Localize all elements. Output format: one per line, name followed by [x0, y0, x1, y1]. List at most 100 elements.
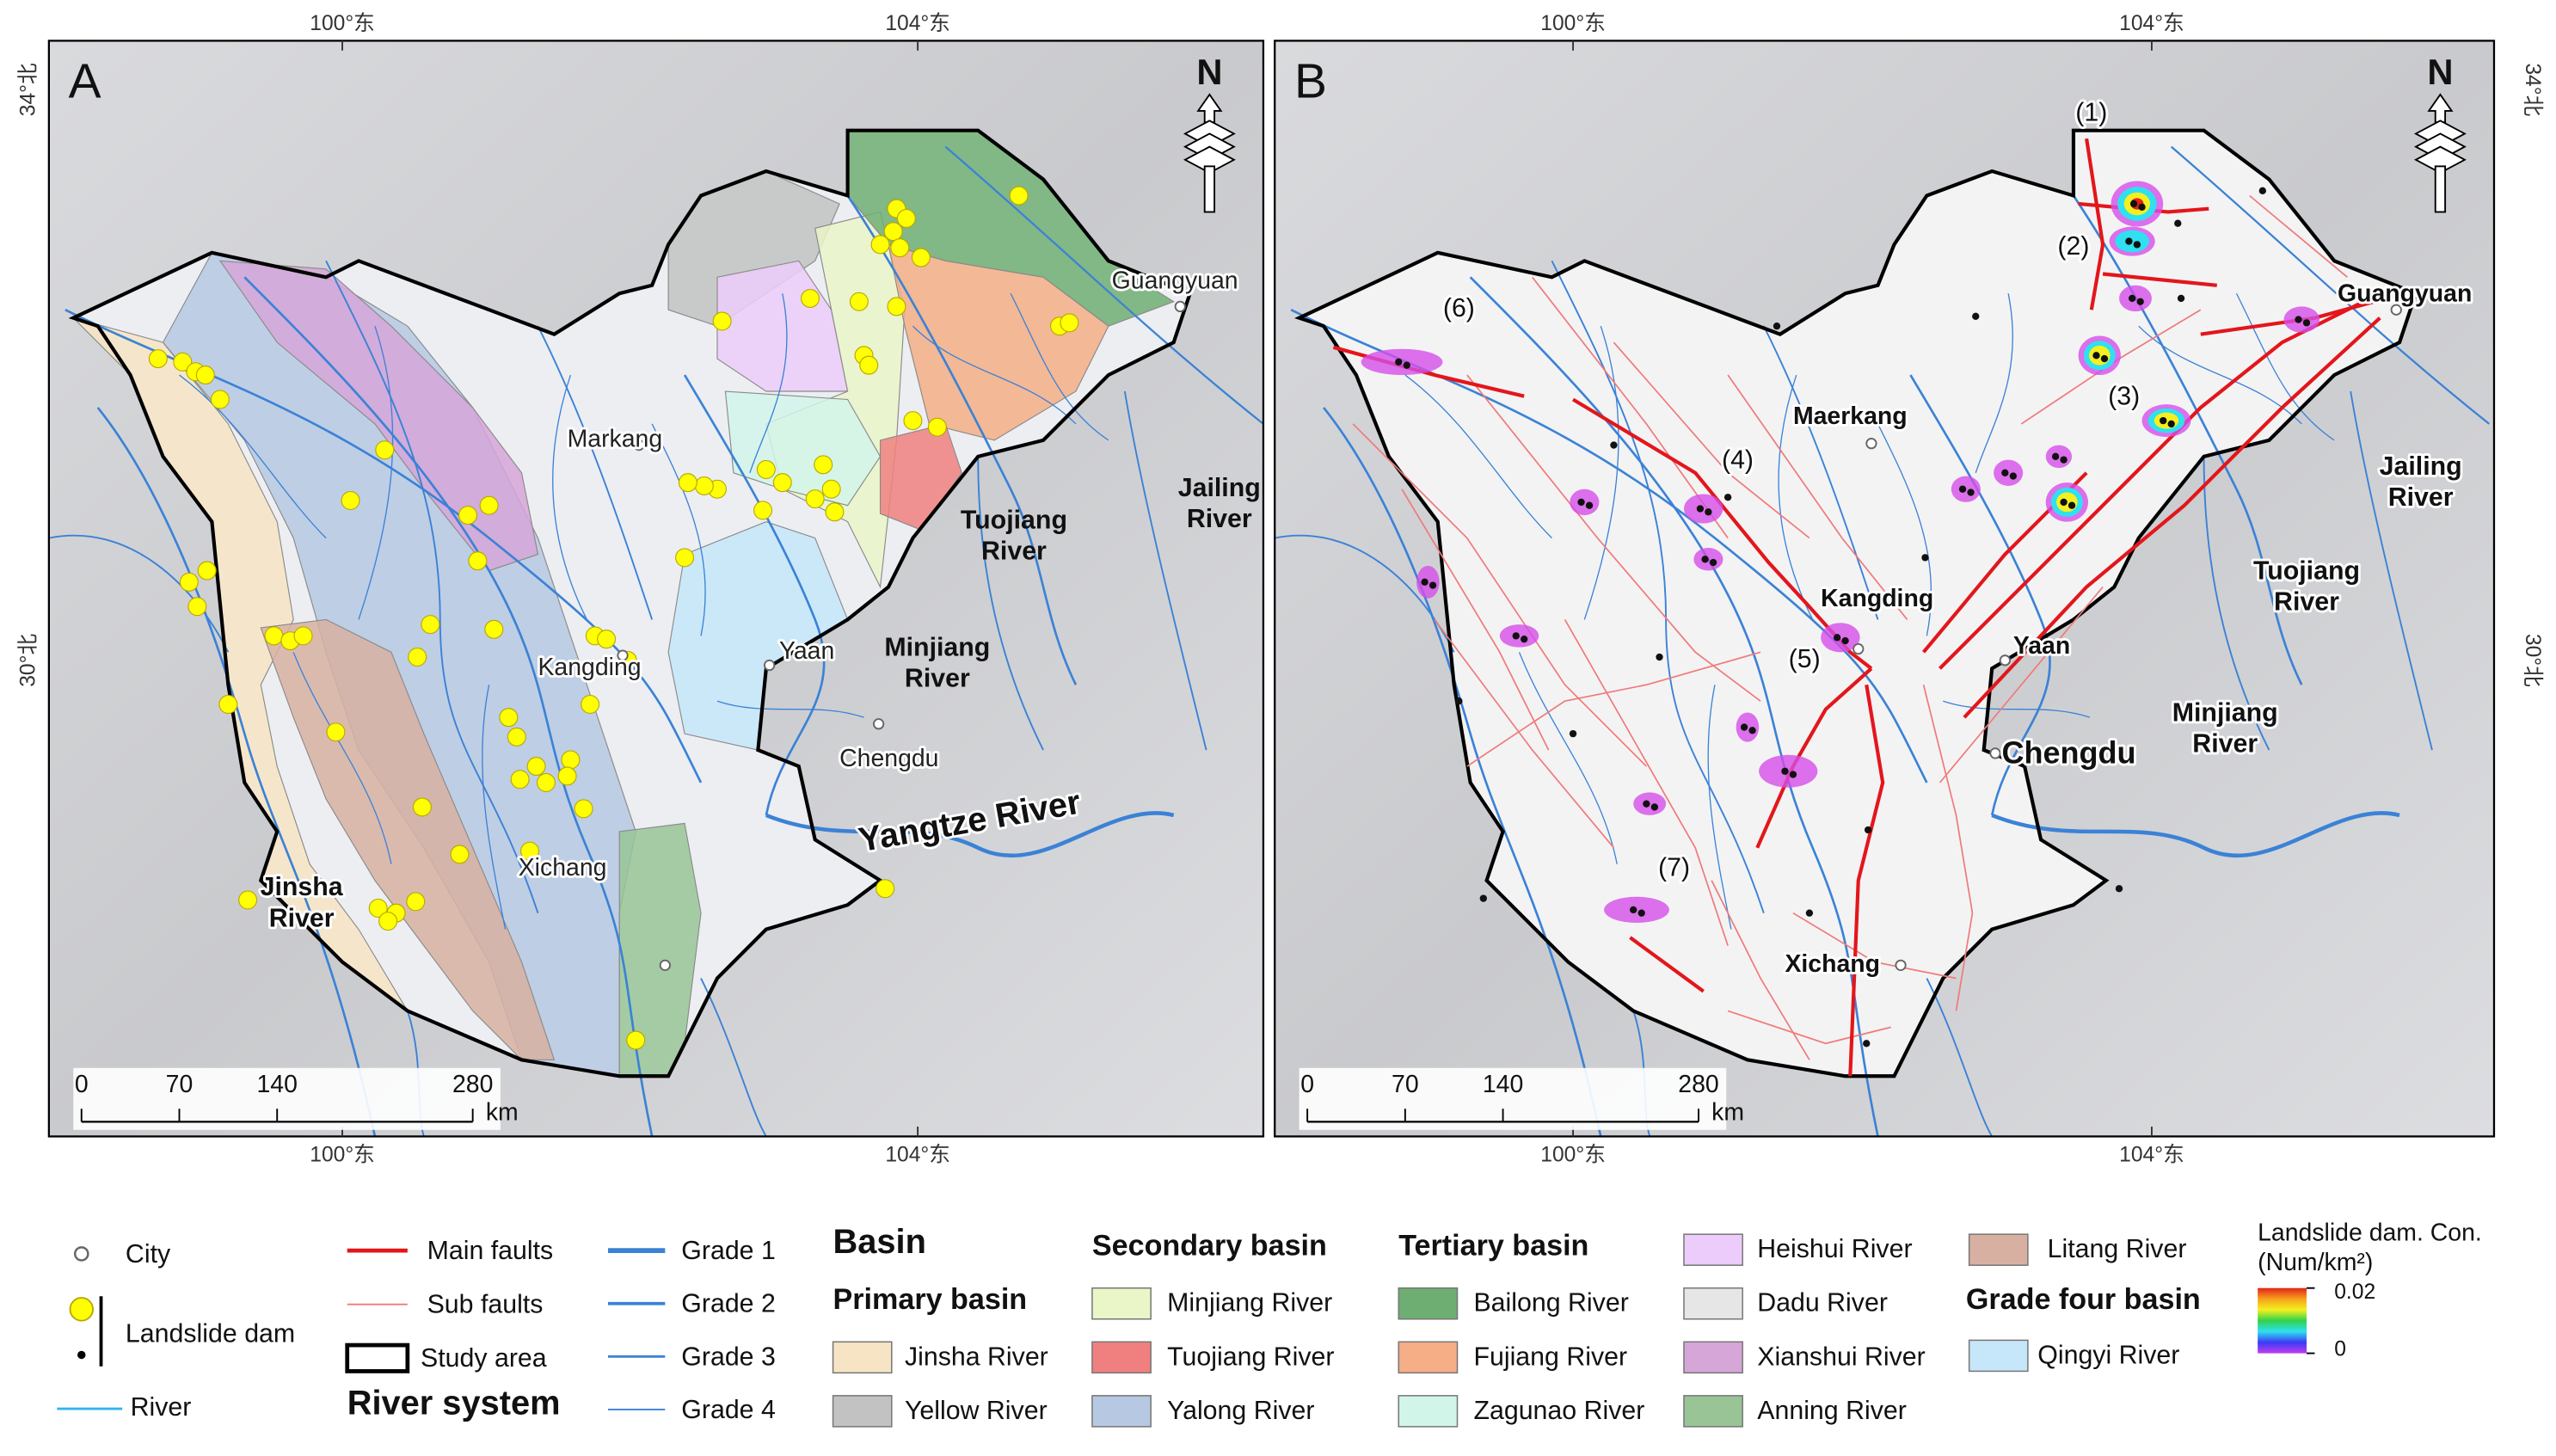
- city: [1865, 438, 1877, 450]
- legend-swatch: [1398, 1395, 1459, 1428]
- landslide-dam: [2160, 416, 2167, 425]
- landslide-dam: [468, 551, 488, 571]
- legend-heading: Basin: [833, 1223, 926, 1261]
- landslide-dam: [1958, 485, 1967, 493]
- sub-fault: [1939, 586, 2104, 783]
- landslide-dam: [2009, 472, 2017, 480]
- colorbar: [2258, 1287, 2307, 1354]
- landslide-dam: [2115, 885, 2123, 893]
- landslide-dam: [1403, 361, 1410, 369]
- river-label: River: [2274, 587, 2339, 616]
- sub-fault: [1792, 912, 1957, 980]
- north-label: N: [2427, 52, 2453, 92]
- landslide-dam: [148, 349, 168, 369]
- panel-label: A: [69, 55, 101, 109]
- river-label: Jailing: [1178, 474, 1261, 502]
- scale-bar-box: [1299, 1067, 1727, 1130]
- landslide-dam: [2051, 452, 2060, 461]
- scale-unit: km: [486, 1098, 519, 1126]
- scale-label: 70: [166, 1071, 194, 1098]
- landslide-dam: [458, 506, 477, 525]
- landslide-dam: [557, 766, 577, 786]
- landslide-dam: [2295, 316, 2302, 323]
- landslide-dam: [293, 626, 313, 646]
- landslide-dam: [1833, 634, 1841, 642]
- landslide-dam: [406, 892, 426, 912]
- landslide-dam: [876, 879, 895, 899]
- landslide-dam: [1512, 632, 1520, 640]
- river-label: Tuojiang: [961, 507, 1067, 535]
- landslide-dam: [805, 489, 825, 509]
- landslide-dam: [536, 773, 556, 793]
- legend-swatch: [1683, 1341, 1743, 1374]
- legend-swatch: [1398, 1341, 1459, 1374]
- main-fault: [2102, 272, 2217, 287]
- legend-label: Main faults: [427, 1237, 554, 1265]
- city-label: Markang: [568, 425, 663, 452]
- basin: [888, 243, 1109, 441]
- river-label: River: [2388, 483, 2454, 512]
- legend-swatch: [1091, 1287, 1152, 1320]
- city: [1895, 959, 1907, 971]
- scale-bar-box: [73, 1067, 501, 1130]
- scale-unit: km: [1711, 1098, 1744, 1126]
- landslide-dam: [1577, 498, 1585, 507]
- legend-label: Heishui River: [1757, 1235, 1912, 1263]
- landslide-dam: [756, 460, 776, 480]
- city-label: Yaan: [779, 637, 834, 665]
- sub-fault: [1401, 488, 1550, 751]
- lon-label: 104°东: [2119, 1143, 2184, 1167]
- landslide-dam: [1864, 826, 1872, 834]
- landslide-dam: [1429, 581, 1437, 589]
- panel-label: B: [1294, 55, 1327, 109]
- landslide-dam: [368, 898, 388, 918]
- colorbar-unit: (Num/km²): [2258, 1249, 2373, 1276]
- lon-label: 100°东: [310, 11, 375, 35]
- legend-heading: Primary basin: [833, 1283, 1028, 1316]
- cluster-label: (6): [1443, 294, 1475, 323]
- sub-fault: [1564, 619, 1729, 946]
- legend-label: Dadu River: [1757, 1289, 1888, 1318]
- landslide-dam: [896, 209, 916, 229]
- legend-swatch: [1091, 1341, 1152, 1374]
- city: [1852, 642, 1865, 655]
- landslide-dam: [890, 238, 910, 258]
- river-label: River: [269, 904, 335, 932]
- city: [763, 659, 776, 672]
- landslide-dam: [887, 297, 906, 316]
- legend-label: River: [131, 1393, 192, 1422]
- landslide-dam: [238, 890, 258, 910]
- landslide-dam: [883, 222, 903, 242]
- city-label: Guangyuan: [2338, 280, 2472, 308]
- lat-label: 34°北: [17, 63, 40, 116]
- north-label: N: [1196, 52, 1222, 92]
- legend-label: Landslide dam: [126, 1320, 295, 1348]
- city: [617, 649, 629, 661]
- landslide-dam: [1705, 508, 1712, 516]
- landslide-dam: [2177, 294, 2185, 303]
- river-label: River: [1187, 505, 1252, 533]
- sub-fault: [1711, 880, 1810, 1060]
- landslide-dam: [2092, 352, 2100, 359]
- legend-label: Grade 1: [681, 1237, 776, 1265]
- legend-swatch: [1398, 1287, 1459, 1320]
- legend-study-area: [345, 1342, 410, 1373]
- landslide-dam: [561, 750, 581, 770]
- legend-label: Grade 2: [681, 1290, 776, 1318]
- landslide-dam: [484, 619, 504, 639]
- landslide-dam: [597, 630, 617, 649]
- legend-swatch: [832, 1341, 893, 1374]
- compass-stem: [1203, 165, 1216, 213]
- legend-swatch: [832, 1395, 893, 1428]
- lon-label: 100°东: [310, 1143, 375, 1167]
- sub-fault: [1434, 618, 1615, 849]
- landslide-dam: [2060, 498, 2068, 507]
- landslide-dam: [507, 727, 526, 746]
- city: [1989, 747, 2001, 759]
- landslide-dam: [1723, 494, 1732, 501]
- legend-label: Tuojiang River: [1167, 1342, 1334, 1371]
- river-label: Minjiang: [884, 634, 990, 662]
- legend-label: Yalong River: [1167, 1397, 1314, 1425]
- landslide-dam: [1863, 1040, 1871, 1047]
